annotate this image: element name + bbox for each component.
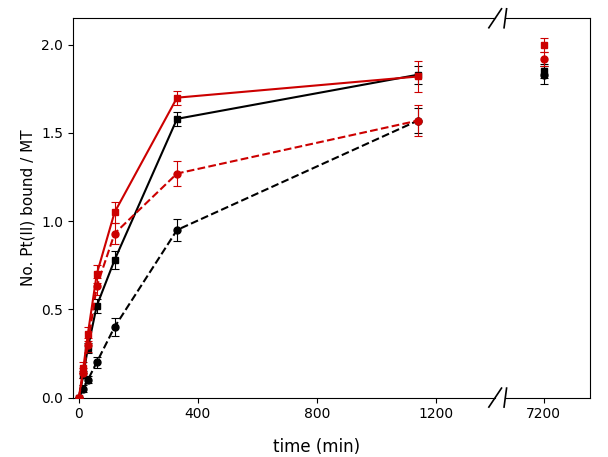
- Y-axis label: No. Pt(II) bound / MT: No. Pt(II) bound / MT: [21, 130, 36, 286]
- Text: time (min): time (min): [272, 438, 360, 457]
